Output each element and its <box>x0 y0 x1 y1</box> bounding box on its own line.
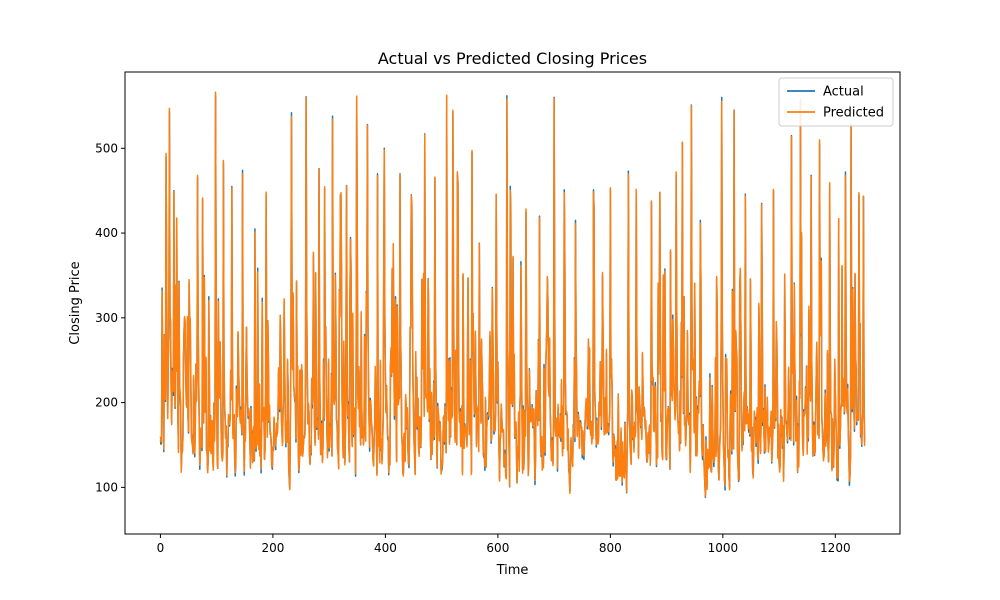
legend-label-actual: Actual <box>823 85 864 100</box>
x-tick-label: 1000 <box>708 541 739 555</box>
y-tick-label: 500 <box>95 141 118 155</box>
x-tick-label: 800 <box>599 541 622 555</box>
y-tick-label: 300 <box>95 311 118 325</box>
y-tick-label: 400 <box>95 226 118 240</box>
x-tick-label: 600 <box>486 541 509 555</box>
legend: Actual Predicted <box>778 77 894 127</box>
series-line-predicted <box>159 91 866 497</box>
x-axis-label: Time <box>496 563 529 578</box>
series-layer <box>159 91 866 499</box>
x-axis: 0 200 400 600 800 1000 1200 <box>157 534 851 555</box>
x-tick-label: 1200 <box>820 541 851 555</box>
plot-area <box>124 71 901 535</box>
y-axis: 100 200 300 400 500 <box>95 141 125 494</box>
legend-box <box>778 77 894 127</box>
x-tick-label: 400 <box>374 541 397 555</box>
y-axis-label: Closing Price <box>68 261 83 344</box>
x-tick-label: 200 <box>261 541 284 555</box>
chart-title: Actual vs Predicted Closing Prices <box>378 49 647 68</box>
x-tick-label: 0 <box>157 541 165 555</box>
plot-frame <box>124 71 901 535</box>
y-tick-label: 100 <box>95 480 118 494</box>
legend-label-predicted: Predicted <box>823 106 884 121</box>
y-tick-label: 200 <box>95 396 118 410</box>
